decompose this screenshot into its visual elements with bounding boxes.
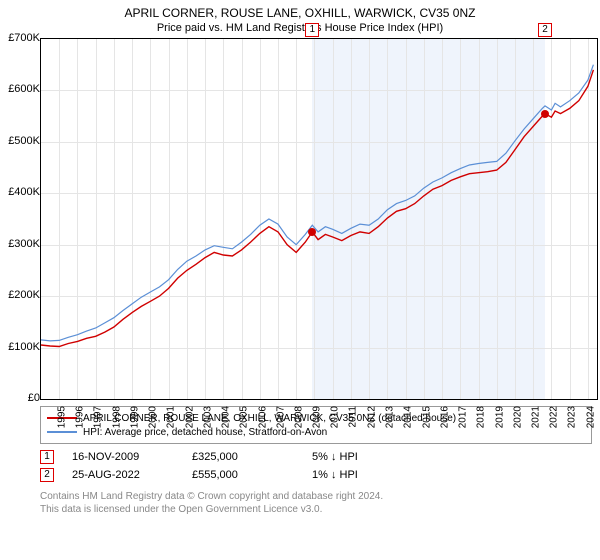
x-axis-label: 2016 bbox=[439, 406, 450, 428]
x-axis-label: 2011 bbox=[347, 406, 358, 428]
transaction-delta: 1% ↓ HPI bbox=[312, 469, 432, 481]
x-axis-label: 2014 bbox=[403, 406, 414, 428]
x-axis-label: 1995 bbox=[56, 406, 67, 428]
copyright-line: This data is licensed under the Open Gov… bbox=[40, 503, 592, 516]
sale-marker-dot bbox=[308, 228, 316, 236]
sale-marker-label: 2 bbox=[538, 23, 552, 37]
chart-lines bbox=[41, 39, 597, 399]
y-axis-label: £300K bbox=[8, 238, 40, 250]
x-axis-label: 2023 bbox=[567, 406, 578, 428]
x-axis-label: 2017 bbox=[457, 406, 468, 428]
x-axis-label: 2024 bbox=[585, 406, 596, 428]
copyright-notice: Contains HM Land Registry data © Crown c… bbox=[40, 490, 592, 516]
x-axis-label: 2022 bbox=[548, 406, 559, 428]
page-subtitle: Price paid vs. HM Land Registry's House … bbox=[0, 22, 600, 34]
transactions-table: 1 16-NOV-2009£325,0005% ↓ HPI 2 25-AUG-2022… bbox=[40, 448, 592, 484]
x-axis-label: 1996 bbox=[74, 406, 85, 428]
x-axis-label: 2005 bbox=[239, 406, 250, 428]
y-axis-label: £500K bbox=[8, 135, 40, 147]
x-axis-label: 1998 bbox=[111, 406, 122, 428]
x-axis-label: 2007 bbox=[275, 406, 286, 428]
x-axis-label: 1997 bbox=[93, 406, 104, 428]
y-axis-label: £600K bbox=[8, 83, 40, 95]
x-axis-label: 2021 bbox=[530, 406, 541, 428]
transaction-marker: 1 bbox=[40, 450, 54, 464]
y-axis-label: £400K bbox=[8, 186, 40, 198]
x-axis-label: 1999 bbox=[129, 406, 140, 428]
transaction-delta: 5% ↓ HPI bbox=[312, 451, 432, 463]
x-axis-label: 2015 bbox=[421, 406, 432, 428]
x-axis-label: 2013 bbox=[384, 406, 395, 428]
x-axis-label: 2003 bbox=[202, 406, 213, 428]
price-chart: 12 bbox=[40, 38, 598, 400]
x-axis-label: 2006 bbox=[257, 406, 268, 428]
y-axis-label: £100K bbox=[8, 341, 40, 353]
x-axis-label: 2002 bbox=[184, 406, 195, 428]
x-axis-label: 2001 bbox=[166, 406, 177, 428]
sale-marker-label: 1 bbox=[305, 23, 319, 37]
y-axis-label: £200K bbox=[8, 289, 40, 301]
transaction-price: £325,000 bbox=[192, 451, 312, 463]
x-axis-label: 2000 bbox=[147, 406, 158, 428]
x-axis-label: 2009 bbox=[311, 406, 322, 428]
x-axis-label: 2004 bbox=[220, 406, 231, 428]
transaction-date: 25-AUG-2022 bbox=[72, 469, 192, 481]
legend-swatch bbox=[47, 431, 77, 433]
transaction-price: £555,000 bbox=[192, 469, 312, 481]
y-axis-label: £0 bbox=[28, 392, 40, 404]
series-blue bbox=[41, 65, 593, 341]
transaction-row: 2 25-AUG-2022£555,0001% ↓ HPI bbox=[40, 466, 592, 484]
y-axis-label: £700K bbox=[8, 32, 40, 44]
x-axis-label: 2012 bbox=[366, 406, 377, 428]
x-axis-label: 2019 bbox=[494, 406, 505, 428]
transaction-row: 1 16-NOV-2009£325,0005% ↓ HPI bbox=[40, 448, 592, 466]
transaction-marker: 2 bbox=[40, 468, 54, 482]
page-title: APRIL CORNER, ROUSE LANE, OXHILL, WARWIC… bbox=[0, 6, 600, 20]
x-axis-label: 2010 bbox=[330, 406, 341, 428]
copyright-line: Contains HM Land Registry data © Crown c… bbox=[40, 490, 592, 503]
x-axis-label: 2018 bbox=[476, 406, 487, 428]
x-axis-label: 2008 bbox=[293, 406, 304, 428]
x-axis-label: 2020 bbox=[512, 406, 523, 428]
sale-marker-dot bbox=[541, 110, 549, 118]
transaction-date: 16-NOV-2009 bbox=[72, 451, 192, 463]
series-red bbox=[41, 70, 593, 347]
